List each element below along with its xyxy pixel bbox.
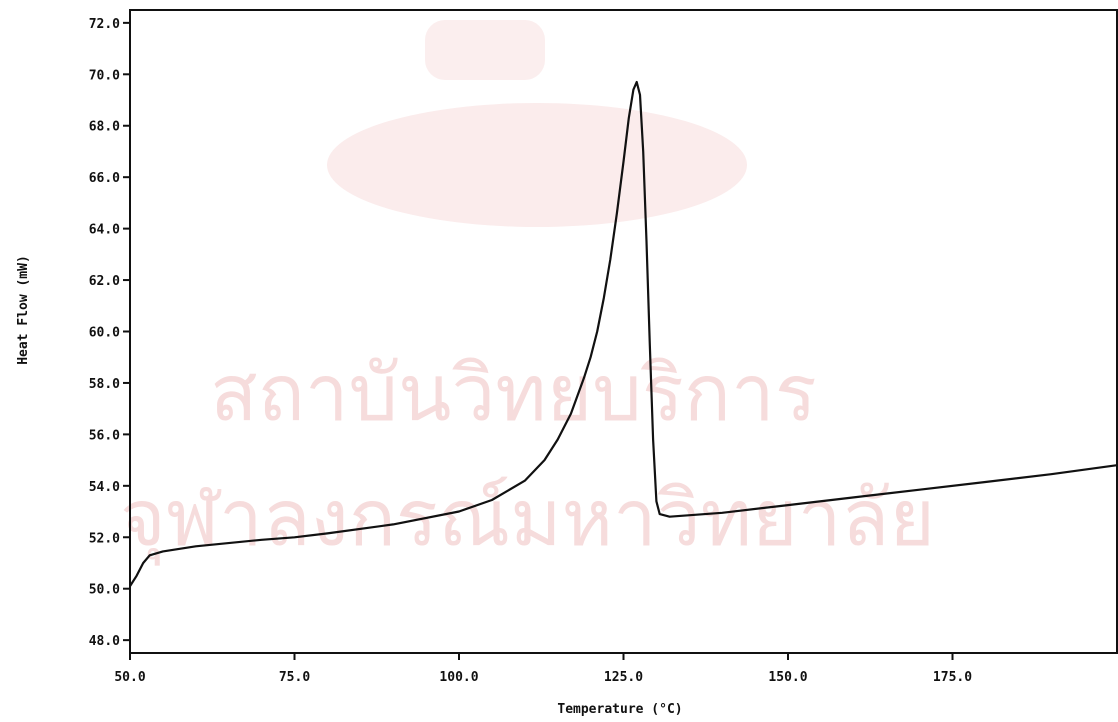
x-axis-title: Temperature (°C): [557, 702, 682, 717]
watermark-emblem-top: [425, 20, 545, 80]
y-tick-label: 68.0: [89, 120, 120, 135]
y-tick-label: 66.0: [89, 171, 120, 186]
x-axis-ticks: 50.0 75.0 100.0 125.0 150.0 175.0: [114, 653, 972, 685]
watermark: สถาบันวิทยบริการ จุฬาลงกรณ์มหาวิทยาลัย: [120, 20, 935, 566]
y-tick-label: 70.0: [89, 68, 120, 83]
heat-flow-line: [129, 80, 1118, 587]
series-group: [129, 80, 1118, 587]
y-tick-label: 62.0: [89, 274, 120, 289]
y-axis-title: Heat Flow (mW): [16, 255, 31, 365]
x-tick-label: 125.0: [604, 670, 643, 685]
x-tick-label: 100.0: [439, 670, 478, 685]
x-tick-label: 150.0: [768, 670, 807, 685]
y-tick-label: 48.0: [89, 634, 120, 649]
watermark-line-2: จุฬาลงกรณ์มหาวิทยาลัย: [120, 474, 935, 566]
y-axis-ticks: 48.0 50.0 52.0 54.0 56.0 58.0 60.0 62.0 64.0 66.0…: [89, 17, 130, 649]
x-tick-label: 50.0: [114, 670, 145, 685]
y-tick-label: 72.0: [89, 17, 120, 32]
y-tick-label: 54.0: [89, 480, 120, 495]
x-tick-label: 175.0: [933, 670, 972, 685]
watermark-emblem: [327, 103, 747, 227]
y-tick-label: 52.0: [89, 531, 120, 546]
y-tick-label: 64.0: [89, 223, 120, 238]
y-tick-label: 50.0: [89, 583, 120, 598]
x-tick-label: 75.0: [279, 670, 310, 685]
y-tick-label: 56.0: [89, 428, 120, 443]
watermark-line-1: สถาบันวิทยบริการ: [210, 349, 817, 439]
y-tick-label: 58.0: [89, 377, 120, 392]
y-tick-label: 60.0: [89, 326, 120, 341]
